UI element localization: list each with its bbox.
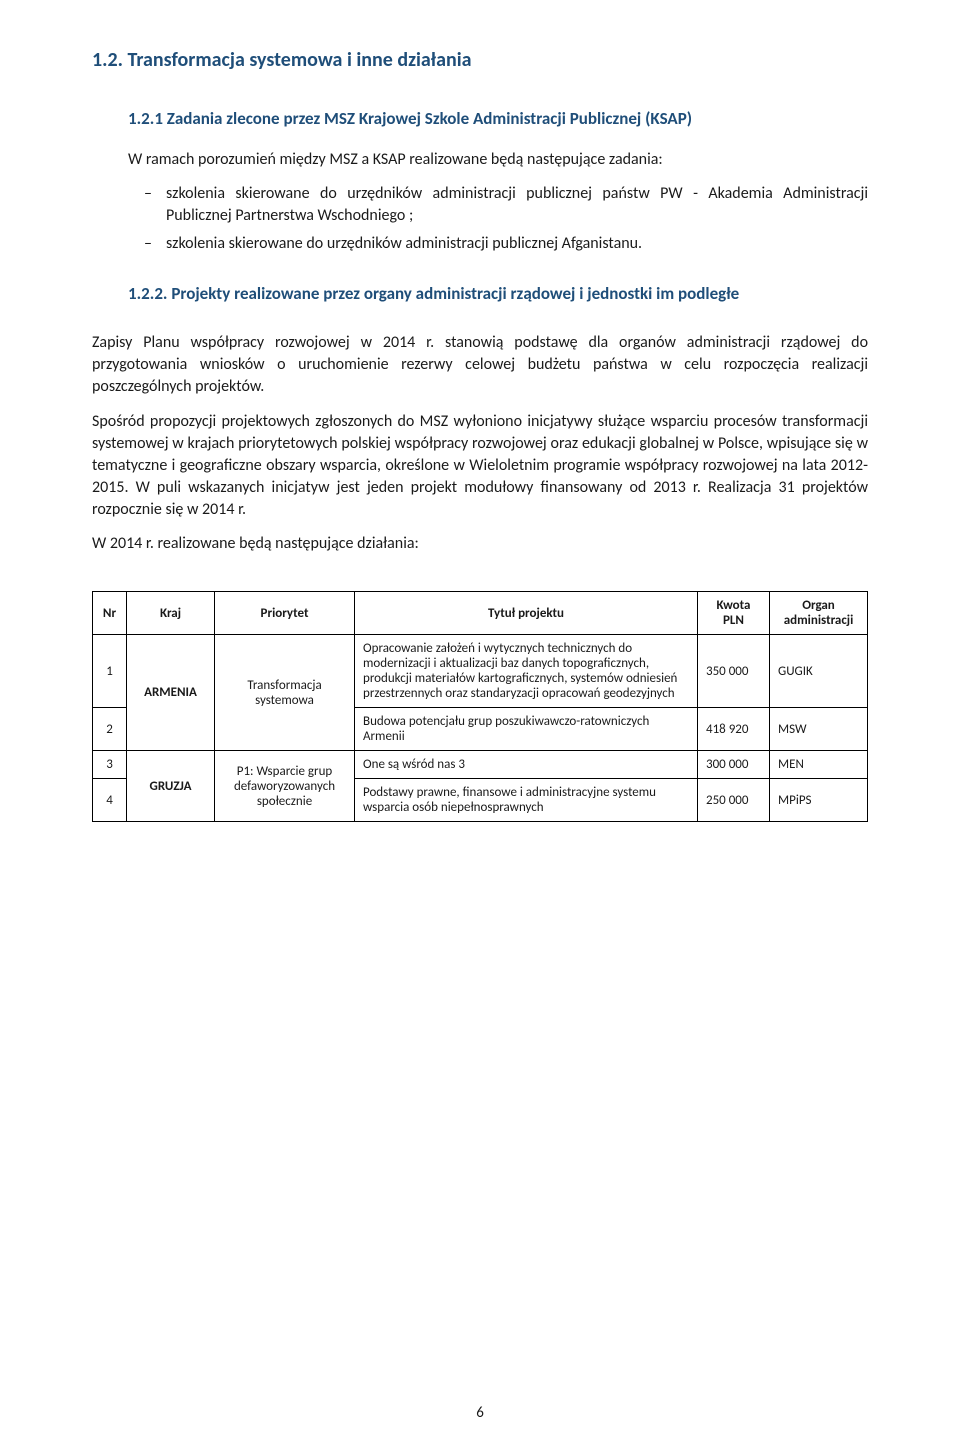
body-paragraph: Zapisy Planu współpracy rozwojowej w 201…: [92, 332, 868, 398]
bullet-list: szkolenia skierowane do urzędników admin…: [92, 183, 868, 255]
intro-paragraph: W ramach porozumień między MSZ a KSAP re…: [128, 149, 868, 171]
col-header-organ: Organ administracji: [770, 592, 868, 635]
col-header-kwota: Kwota PLN: [698, 592, 770, 635]
col-header-nr: Nr: [93, 592, 127, 635]
cell-nr: 2: [93, 708, 127, 751]
cell-kraj: ARMENIA: [127, 635, 215, 751]
country-label: ARMENIA: [144, 685, 197, 700]
body-paragraph: W 2014 r. realizowane będą następujące d…: [92, 533, 868, 555]
cell-organ: MSW: [770, 708, 868, 751]
col-header-tytul: Tytuł projektu: [355, 592, 698, 635]
cell-nr: 3: [93, 751, 127, 779]
heading-1-2-1: 1.2.1 Zadania zlecone przez MSZ Krajowej…: [92, 108, 868, 129]
projects-table: Nr Kraj Priorytet Tytuł projektu Kwota P…: [92, 591, 868, 822]
cell-kraj: GRUZJA: [127, 751, 215, 822]
list-item: szkolenia skierowane do urzędników admin…: [166, 183, 868, 227]
cell-kwota: 250 000: [698, 779, 770, 822]
cell-tytul: Budowa potencjału grup poszukiwawczo-rat…: [355, 708, 698, 751]
heading-1-2-2: 1.2.2. Projekty realizowane przez organy…: [92, 283, 868, 304]
col-header-kraj: Kraj: [127, 592, 215, 635]
table-row: 1 ARMENIA Transformacja systemowa Opraco…: [93, 635, 868, 708]
cell-kwota: 418 920: [698, 708, 770, 751]
page-number: 6: [0, 1404, 960, 1422]
cell-tytul: One są wśród nas 3: [355, 751, 698, 779]
cell-kwota: 300 000: [698, 751, 770, 779]
cell-priorytet: P1: Wsparcie grup defaworyzowanych społe…: [215, 751, 355, 822]
table-header-row: Nr Kraj Priorytet Tytuł projektu Kwota P…: [93, 592, 868, 635]
col-header-priorytet: Priorytet: [215, 592, 355, 635]
table-row: 3 GRUZJA P1: Wsparcie grup defaworyzowan…: [93, 751, 868, 779]
cell-nr: 4: [93, 779, 127, 822]
cell-tytul: Podstawy prawne, finansowe i administrac…: [355, 779, 698, 822]
cell-organ: GUGIK: [770, 635, 868, 708]
list-item: szkolenia skierowane do urzędników admin…: [166, 233, 868, 255]
heading-1-2: 1.2. Transformacja systemowa i inne dzia…: [92, 48, 868, 72]
cell-organ: MPiPS: [770, 779, 868, 822]
cell-priorytet: Transformacja systemowa: [215, 635, 355, 751]
cell-tytul: Opracowanie założeń i wytycznych technic…: [355, 635, 698, 708]
cell-nr: 1: [93, 635, 127, 708]
country-label: GRUZJA: [150, 779, 192, 794]
body-paragraph: Spośród propozycji projektowych zgłoszon…: [92, 411, 868, 521]
cell-organ: MEN: [770, 751, 868, 779]
cell-kwota: 350 000: [698, 635, 770, 708]
